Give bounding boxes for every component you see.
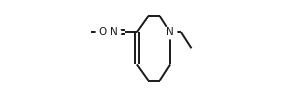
Text: O: O xyxy=(98,27,106,37)
Text: N: N xyxy=(166,27,174,37)
Text: N: N xyxy=(110,27,118,37)
